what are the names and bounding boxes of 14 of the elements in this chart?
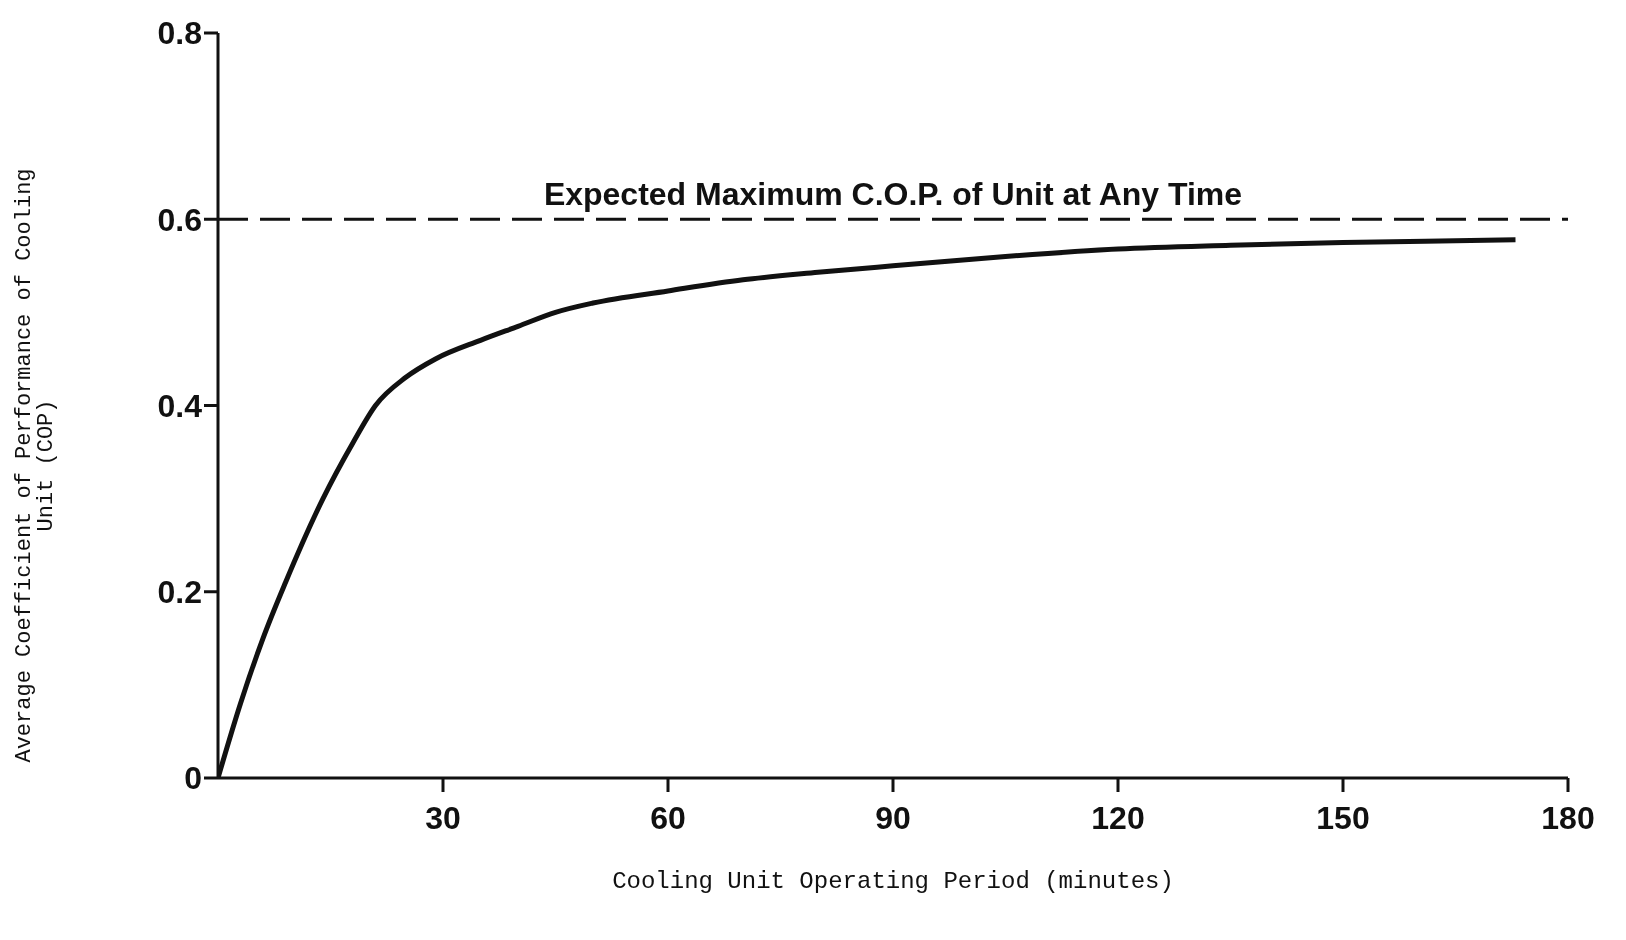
y-axis-title: Average Coefficient of Performance of Cooling Unit (COP)	[12, 168, 59, 763]
y-tick-label: 0.6	[157, 201, 202, 238]
y-tick-label: 0.2	[157, 574, 202, 611]
y-tick-label: 0.4	[157, 387, 203, 424]
y-tick-label: 0.8	[157, 15, 202, 52]
x-tick-label: 30	[425, 799, 461, 836]
x-tick-label: 180	[1541, 799, 1595, 836]
x-tick-label: 90	[875, 799, 911, 836]
x-tick-label: 60	[650, 799, 686, 836]
x-tick-label: 120	[1091, 799, 1145, 836]
x-axis-title: Cooling Unit Operating Period (minutes)	[612, 868, 1174, 895]
x-tick-label: 150	[1316, 799, 1370, 836]
y-tick-label: 0	[184, 760, 202, 797]
ref-line-label: Expected Maximum C.O.P. of Unit at Any Time	[543, 176, 1243, 213]
